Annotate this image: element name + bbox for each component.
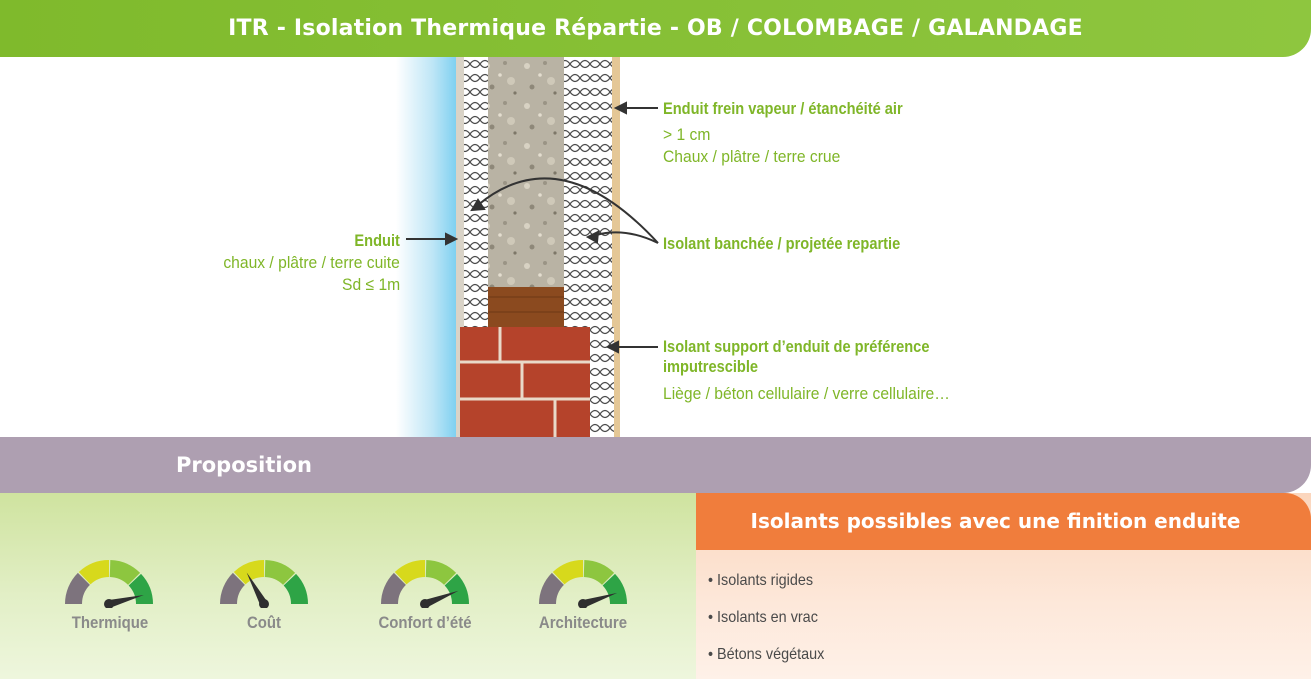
inner-render-layer xyxy=(612,57,620,437)
gauge-icon xyxy=(65,560,153,608)
gauge-segment xyxy=(233,560,264,585)
gauge-segment xyxy=(78,560,109,585)
gauge-needle xyxy=(108,595,144,608)
gauges-panel xyxy=(0,493,696,679)
gauge-segment xyxy=(602,573,627,604)
frein-vapeur-label-title: Enduit frein vapeur / étanchéité air xyxy=(663,99,903,118)
gauge-label-cout: Coût xyxy=(246,613,282,632)
header-bar xyxy=(0,0,1311,57)
exterior-air xyxy=(396,57,462,437)
gauge-segment xyxy=(65,572,90,604)
isolant-support-label-title2: imputrescible xyxy=(663,357,759,376)
gauge-hub xyxy=(578,599,588,608)
gauge-segment xyxy=(283,573,308,604)
gauge-label-thermique: Thermique xyxy=(71,613,149,632)
gauge-needle xyxy=(423,590,459,608)
frein-vapeur-label-line2: Chaux / plâtre / terre crue xyxy=(663,147,841,166)
enduit-label-title: Enduit xyxy=(354,231,400,250)
gauge-segment xyxy=(583,560,615,585)
gauge-segment xyxy=(381,572,406,604)
frein-vapeur-label-line1: > 1 cm xyxy=(663,125,711,144)
gauge-segment xyxy=(444,573,469,604)
enduit-label-line2: Sd ≤ 1m xyxy=(341,275,400,294)
proposition-band xyxy=(0,437,1311,493)
gauge-hub xyxy=(420,599,430,608)
gauge-needle xyxy=(581,592,618,608)
enduit-label-line1: chaux / plâtre / terre cuite xyxy=(223,253,400,272)
brick-base xyxy=(460,327,590,437)
timber-beam xyxy=(488,287,564,327)
gauge-segment xyxy=(394,560,425,585)
infill-core xyxy=(488,57,564,287)
gauge-segment xyxy=(220,572,245,604)
wall-section-diagram xyxy=(396,57,659,437)
insulation-support-strip xyxy=(590,327,614,437)
page-title: ITR - Isolation Thermique Répartie - OB … xyxy=(228,16,1083,41)
gauge-icon xyxy=(381,560,469,608)
gauge-segment xyxy=(128,573,153,604)
gauge-label-architecture: Architecture xyxy=(538,613,628,632)
gauge-needle xyxy=(246,572,268,606)
gauge-icon xyxy=(539,560,627,608)
gauge-segment xyxy=(264,560,296,585)
isolant-support-label-title1: Isolant support d’enduit de préférence xyxy=(663,337,930,356)
outer-render-layer xyxy=(456,57,464,437)
insulation-item: • Bétons végétaux xyxy=(708,646,825,663)
gauge-hub xyxy=(259,599,269,608)
insulation-inner-strip xyxy=(564,57,612,327)
gauge-segment xyxy=(425,560,457,585)
gauge-segment xyxy=(539,572,564,604)
gauge-label-confort: Confort d’été xyxy=(378,613,472,632)
gauge-icon xyxy=(220,560,308,608)
gauge-hub xyxy=(104,599,114,608)
isolant-banchee-label: Isolant banchée / projetée repartie xyxy=(663,234,901,253)
isolant-support-label-line1: Liège / béton cellulaire / verre cellula… xyxy=(663,384,950,403)
insulation-item: • Isolants rigides xyxy=(708,572,814,589)
insulation-outer-strip xyxy=(464,57,488,327)
gauge-segment xyxy=(109,560,141,585)
insulation-panel-title: Isolants possibles avec une finition end… xyxy=(750,509,1241,533)
insulation-panel-header xyxy=(696,493,1311,550)
proposition-title: Proposition xyxy=(176,453,312,477)
gauge-segment xyxy=(552,560,583,585)
insulation-item: • Isolants en vrac xyxy=(708,609,818,626)
